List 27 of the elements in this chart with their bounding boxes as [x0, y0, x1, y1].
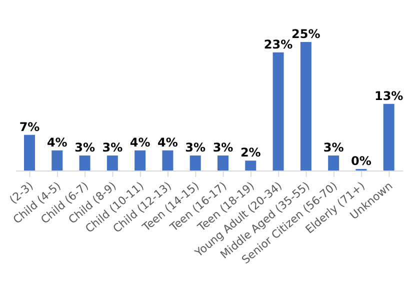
bar	[79, 156, 90, 171]
bar	[190, 156, 201, 171]
bar	[245, 160, 256, 171]
data-label: 4%	[158, 135, 178, 150]
bar	[52, 150, 63, 171]
bar	[24, 134, 35, 171]
bar	[218, 156, 228, 171]
bar	[272, 52, 284, 171]
data-label: 7%	[19, 120, 40, 134]
data-label: 13%	[374, 88, 404, 103]
data-label: 3%	[185, 140, 206, 155]
data-label: 3%	[102, 140, 123, 155]
data-label: 23%	[264, 37, 293, 52]
bar	[300, 42, 312, 171]
data-label: 25%	[292, 27, 320, 41]
data-label: 3%	[212, 140, 234, 155]
data-label: 4%	[130, 135, 150, 150]
data-label: 3%	[323, 140, 344, 155]
bar	[106, 156, 118, 171]
data-label: 4%	[46, 135, 68, 150]
data-label: 0%	[351, 154, 372, 168]
bar	[162, 150, 174, 171]
bar	[134, 150, 146, 171]
bar	[383, 104, 394, 171]
data-label: 3%	[74, 140, 95, 155]
bar	[328, 156, 340, 171]
data-label: 2%	[240, 146, 261, 160]
